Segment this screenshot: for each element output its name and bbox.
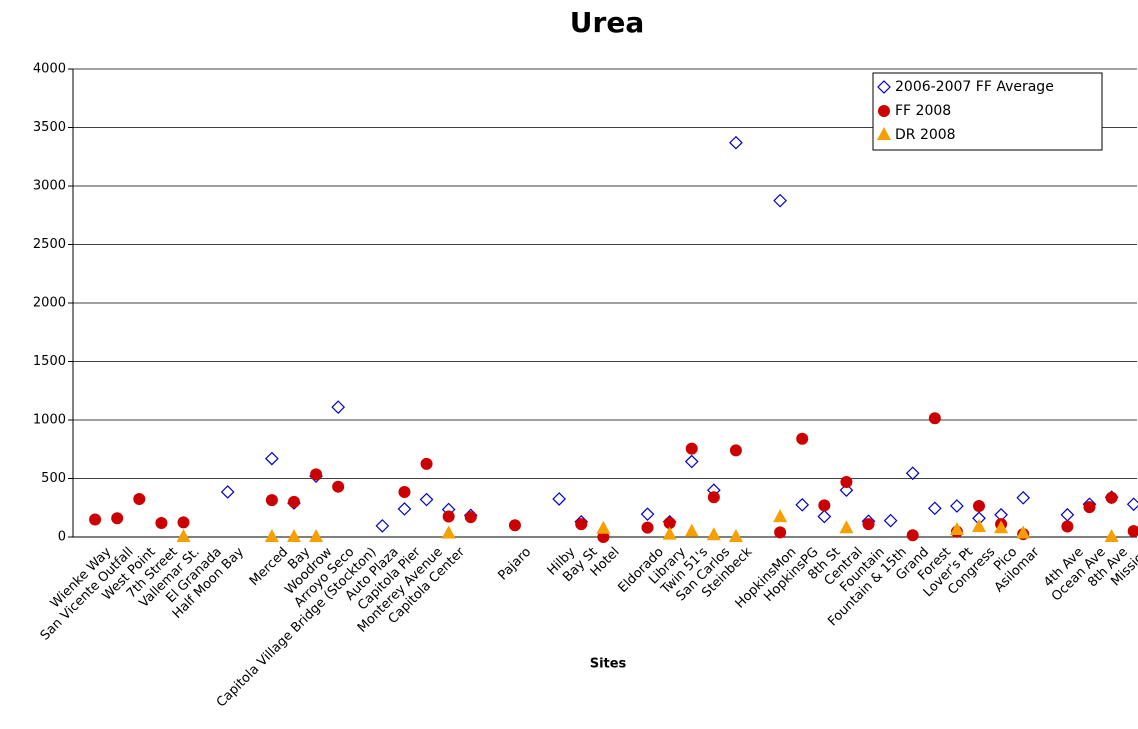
y-tick-label: 0 [58,530,66,545]
legend-label: DR 2008 [895,127,956,143]
diamond-marker [640,507,655,522]
diamond-marker [397,502,412,516]
diamond-marker [419,492,434,507]
circle-marker [575,518,588,531]
diamond-marker [927,501,942,516]
circle-marker [1127,525,1138,538]
circle-marker [111,512,124,525]
circle-marker [840,476,853,489]
triangle-marker [286,529,301,542]
legend-marker [878,105,890,117]
circle-marker [774,526,787,539]
circle-marker [1083,501,1096,514]
diamond-marker [552,492,566,506]
diamond-marker [684,454,699,469]
triangle-marker [1104,529,1119,542]
x-axis-title: Sites [590,657,627,672]
diamond-marker [375,519,390,533]
circle-marker [1105,491,1118,504]
y-tick-label: 1500 [33,354,66,369]
y-tick-label: 500 [41,471,66,486]
circle-marker [398,485,411,498]
legend-label: FF 2008 [895,103,951,119]
triangle-marker [773,509,788,523]
circle-marker [685,442,698,455]
triangle-marker [839,520,854,534]
circle-marker [89,513,102,526]
y-tick-label: 2500 [33,237,66,252]
circle-marker [287,495,300,508]
triangle-marker [1016,525,1031,539]
diamond-marker [773,193,787,208]
circle-marker [707,491,720,504]
circle-marker [464,511,477,524]
circle-marker [928,412,941,425]
circle-marker [155,516,168,529]
y-tick-label: 2000 [33,296,66,311]
legend-label: 2006-2007 FF Average [895,79,1054,95]
triangle-marker [728,529,743,542]
circle-marker [597,531,610,543]
y-tick-label: 1000 [33,413,66,428]
triangle-marker [176,529,191,542]
circle-marker [796,432,809,445]
diamond-marker [795,497,810,512]
circle-marker [862,518,875,531]
circle-marker [818,499,831,512]
circle-marker [442,510,455,523]
circle-marker [332,480,345,493]
triangle-marker [949,521,964,535]
diamond-marker [220,485,235,499]
circle-marker [177,516,190,529]
x-tick-label: Merced [247,545,291,589]
diamond-marker [265,451,279,466]
legend-box [872,72,1103,151]
diamond-marker [729,135,743,150]
diamond-marker [817,509,832,524]
chart-title: Urea [570,6,644,39]
circle-marker [641,521,654,534]
diamond-marker [1016,490,1031,505]
diamond-marker [883,513,898,528]
diamond-marker [1126,497,1138,512]
x-tick-label: Pajaro [495,545,534,584]
circle-marker [663,516,676,529]
triangle-marker [596,520,611,534]
legend-marker [877,127,891,140]
circle-marker [973,499,986,512]
y-tick-label: 3000 [33,179,66,194]
circle-marker [310,468,323,481]
x-tick-label: San Vicente Outfall [38,545,137,644]
diamond-marker [950,499,964,513]
triangle-marker [441,525,456,539]
circle-marker [1061,520,1074,533]
legend-marker [877,80,891,94]
circle-marker [729,444,742,457]
circle-marker [265,494,278,507]
y-tick-label: 3500 [33,120,66,135]
circle-marker [133,492,146,505]
circle-marker [508,519,521,532]
diamond-marker [331,400,346,414]
triangle-marker [309,529,324,542]
circle-marker [420,457,433,470]
triangle-marker [994,520,1009,534]
diamond-marker [905,466,920,481]
triangle-marker [662,526,677,540]
diamond-marker [1060,507,1075,522]
y-tick-label: 4000 [33,62,66,77]
triangle-marker [706,527,721,541]
triangle-marker [264,529,279,542]
triangle-marker [972,519,987,533]
circle-marker [906,529,919,542]
triangle-marker [684,523,699,537]
